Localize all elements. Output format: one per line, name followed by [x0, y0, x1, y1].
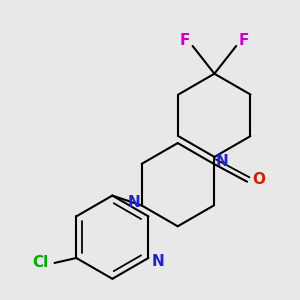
- Text: N: N: [216, 154, 229, 169]
- Text: N: N: [128, 195, 140, 210]
- Text: O: O: [253, 172, 266, 187]
- Text: F: F: [179, 32, 190, 47]
- Text: N: N: [152, 254, 165, 269]
- Text: Cl: Cl: [32, 255, 49, 270]
- Text: F: F: [239, 32, 249, 47]
